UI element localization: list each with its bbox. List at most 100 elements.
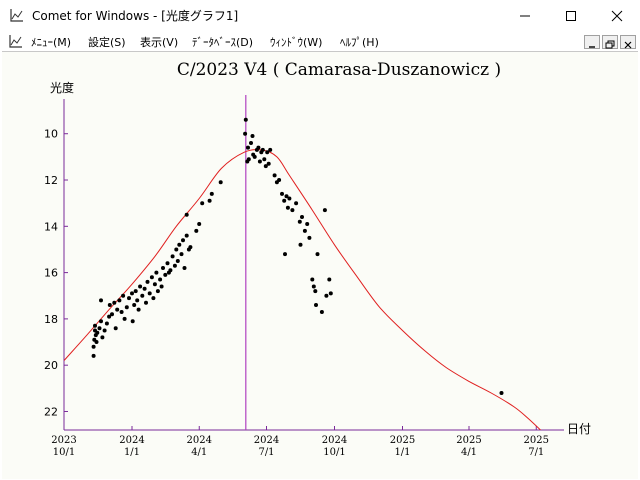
observation-point: [91, 344, 96, 349]
close-icon: [624, 41, 632, 49]
observation-point: [197, 222, 202, 226]
x-axis-label: 日付: [567, 422, 591, 436]
observation-point: [263, 164, 268, 169]
maximize-icon: [566, 10, 576, 21]
observation-point: [135, 298, 140, 303]
observation-point: [130, 319, 135, 324]
observation-point: [243, 117, 248, 122]
observation-point: [99, 319, 103, 324]
observation-point: [277, 178, 282, 182]
minimize-button[interactable]: [502, 0, 548, 31]
observation-point: [155, 289, 160, 294]
y-tick-label: 16: [44, 267, 58, 280]
y-axis-label: 光度: [50, 80, 74, 95]
observation-point: [115, 307, 120, 312]
minimize-icon: [589, 46, 595, 48]
observation-point: [177, 242, 182, 247]
observation-point: [311, 284, 316, 289]
graph-icon[interactable]: [9, 34, 23, 48]
menu-help[interactable]: ﾍﾙﾌﾟ(H): [340, 36, 379, 49]
menu-settings[interactable]: 設定(S): [88, 36, 126, 49]
observation-point: [181, 238, 185, 243]
observation-point: [159, 284, 164, 289]
observation-point: [260, 147, 265, 152]
observation-point: [272, 173, 277, 178]
observation-point: [113, 326, 118, 331]
observation-point: [184, 233, 189, 238]
observation-point: [170, 254, 175, 259]
graph-window: C/2023 V4 ( Camarasa-Duszanowicz ) 光度 日付 10…: [2, 51, 638, 479]
observation-point: [319, 310, 324, 314]
observation-point: [282, 198, 287, 203]
observation-point: [174, 247, 179, 252]
close-button[interactable]: [594, 0, 640, 31]
maximize-button[interactable]: [548, 0, 594, 31]
observation-point: [93, 323, 97, 328]
observation-point: [97, 326, 102, 331]
child-close-button[interactable]: [620, 35, 636, 49]
observation-point: [327, 277, 332, 282]
observation-point: [119, 310, 124, 314]
menu-view[interactable]: 表示(V): [140, 36, 179, 49]
menu-bar: ﾒﾆｭｰ(M) 設定(S) 表示(V) ﾃﾞｰﾀﾍﾞｰｽ(D) ｳｨﾝﾄﾞｳ(W…: [0, 31, 640, 51]
observation-point: [102, 328, 107, 333]
menu-window[interactable]: ｳｨﾝﾄﾞｳ(W): [270, 36, 323, 49]
observation-point: [91, 353, 96, 358]
restore-icon: [605, 40, 615, 49]
x-tick-year: 2023: [51, 435, 76, 446]
observation-point: [246, 145, 250, 150]
observation-point: [184, 212, 189, 217]
close-icon: [611, 10, 623, 21]
observation-point: [283, 252, 287, 257]
observation-point: [314, 303, 318, 307]
observation-point: [243, 131, 248, 136]
observation-point: [124, 305, 129, 310]
observation-point: [117, 298, 122, 303]
observation-point: [313, 289, 318, 294]
x-tick-year: 2024: [187, 435, 212, 446]
observation-point: [280, 191, 284, 196]
observation-point: [151, 296, 156, 301]
observation-point: [161, 266, 165, 270]
observation-point: [112, 300, 117, 305]
observation-point: [302, 228, 307, 233]
x-tick-date: 1/1: [124, 447, 140, 458]
x-tick-year: 2024: [119, 435, 144, 446]
y-tick-label: 10: [44, 128, 58, 141]
model-curve: [64, 149, 542, 430]
observation-point: [163, 272, 168, 277]
window-title: Comet for Windows - [光度グラフ1]: [32, 9, 239, 23]
observation-point: [285, 205, 290, 210]
x-tick-date: 4/1: [191, 447, 207, 458]
observation-point: [95, 330, 100, 335]
menu-menu[interactable]: ﾒﾆｭｰ(M): [31, 36, 72, 49]
observation-point: [209, 191, 214, 196]
menu-database[interactable]: ﾃﾞｰﾀﾍﾞｰｽ(D): [192, 36, 254, 49]
child-restore-button[interactable]: [602, 35, 618, 49]
observation-point: [138, 284, 143, 289]
observation-point: [305, 222, 310, 226]
observation-point: [256, 145, 261, 150]
title-bar: Comet for Windows - [光度グラフ1]: [0, 0, 640, 31]
minimize-icon: [520, 15, 530, 16]
observation-point: [322, 208, 327, 213]
observation-point: [310, 277, 315, 282]
observation-point: [194, 228, 199, 233]
x-tick-date: 4/1: [461, 447, 477, 458]
child-minimize-button[interactable]: [584, 35, 600, 49]
y-tick-label: 12: [44, 174, 58, 187]
x-tick-year: 2025: [456, 435, 481, 446]
observation-point: [122, 316, 127, 321]
observation-point: [218, 180, 223, 185]
observation-point: [145, 279, 150, 284]
observation-point: [94, 340, 99, 344]
x-tick-date: 10/1: [53, 447, 75, 458]
observation-point: [147, 291, 152, 296]
observation-point: [133, 289, 138, 294]
x-tick-date: 7/1: [258, 447, 274, 458]
observation-point: [324, 293, 329, 298]
observation-point: [207, 198, 212, 203]
observation-point: [200, 201, 205, 206]
x-tick-year: 2025: [390, 435, 415, 446]
observation-point: [121, 293, 126, 298]
